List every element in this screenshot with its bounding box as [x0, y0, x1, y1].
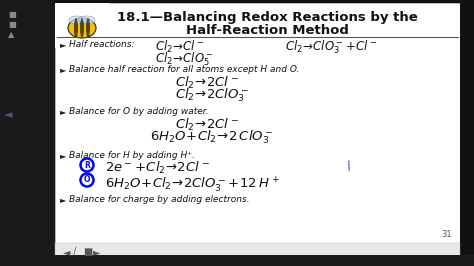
Text: ►: ►: [60, 107, 66, 116]
Text: ◄: ◄: [4, 110, 12, 120]
Text: ►: ►: [60, 151, 66, 160]
Ellipse shape: [74, 18, 78, 38]
Ellipse shape: [68, 18, 96, 38]
Text: $Cl_2\!\rightarrow\!2Cl^-$: $Cl_2\!\rightarrow\!2Cl^-$: [175, 75, 239, 91]
FancyBboxPatch shape: [0, 255, 474, 266]
Text: $Cl_2\!\rightarrow\!ClO_5^-$: $Cl_2\!\rightarrow\!ClO_5^-$: [155, 50, 214, 68]
FancyBboxPatch shape: [55, 3, 460, 243]
Text: ▲: ▲: [8, 30, 15, 39]
Text: 18.1—Balancing Redox Reactions by the: 18.1—Balancing Redox Reactions by the: [117, 11, 418, 24]
Ellipse shape: [86, 18, 90, 38]
Text: /: /: [345, 159, 354, 173]
Ellipse shape: [79, 16, 95, 24]
Text: $Cl_2\!\rightarrow\!ClO_3^-\!+\!Cl^-$: $Cl_2\!\rightarrow\!ClO_3^-\!+\!Cl^-$: [285, 39, 377, 56]
Text: $Cl_2\!\rightarrow\!Cl^-$: $Cl_2\!\rightarrow\!Cl^-$: [155, 39, 205, 55]
Text: ■: ■: [83, 247, 92, 257]
Text: Half-Reaction Method: Half-Reaction Method: [186, 24, 349, 37]
Text: ■: ■: [8, 10, 16, 19]
FancyBboxPatch shape: [55, 243, 460, 266]
FancyBboxPatch shape: [55, 3, 110, 48]
Text: /: /: [73, 247, 76, 257]
Text: $2e^-\!+\!Cl_2\!\rightarrow\!2Cl^-$: $2e^-\!+\!Cl_2\!\rightarrow\!2Cl^-$: [105, 160, 210, 176]
Text: Balance for H by adding H⁺.: Balance for H by adding H⁺.: [69, 151, 195, 160]
Ellipse shape: [80, 18, 84, 38]
Text: $6H_2O\!+\!Cl_2\!\rightarrow\!2\,ClO_3^-$: $6H_2O\!+\!Cl_2\!\rightarrow\!2\,ClO_3^-…: [150, 129, 273, 147]
Text: $Cl_2\!\rightarrow\!2ClO_3^-$: $Cl_2\!\rightarrow\!2ClO_3^-$: [175, 87, 249, 105]
Text: ◄: ◄: [63, 247, 71, 257]
Text: $6H_2O\!+\!Cl_2\!\rightarrow\!2ClO_3^-\!+\!12\,H^+$: $6H_2O\!+\!Cl_2\!\rightarrow\!2ClO_3^-\!…: [105, 175, 280, 194]
Text: R: R: [84, 160, 90, 169]
Text: 31: 31: [441, 230, 452, 239]
FancyBboxPatch shape: [460, 0, 474, 266]
Ellipse shape: [69, 16, 85, 24]
Text: ►: ►: [60, 40, 66, 49]
Text: $Cl_2\!\rightarrow\!2Cl^-$: $Cl_2\!\rightarrow\!2Cl^-$: [175, 117, 239, 133]
Text: Balance half reaction for all atoms except H and O.: Balance half reaction for all atoms exce…: [69, 65, 300, 74]
Text: ■: ■: [8, 20, 16, 29]
Text: ►: ►: [60, 195, 66, 204]
Text: Half reactions:: Half reactions:: [69, 40, 135, 49]
Text: Balance for O by adding water.: Balance for O by adding water.: [69, 107, 209, 116]
FancyBboxPatch shape: [0, 0, 55, 266]
Text: O: O: [84, 176, 90, 185]
Text: Balance for charge by adding electrons.: Balance for charge by adding electrons.: [69, 195, 250, 204]
Text: ►: ►: [93, 247, 100, 257]
Text: ►: ►: [60, 65, 66, 74]
